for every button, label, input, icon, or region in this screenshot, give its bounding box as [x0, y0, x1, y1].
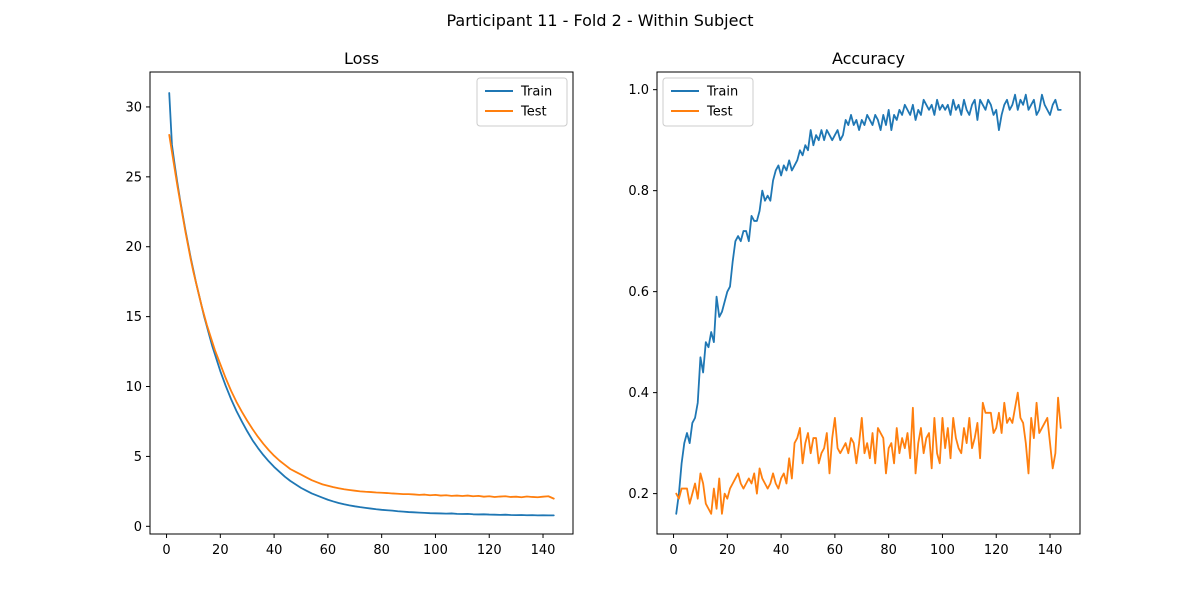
accuracy-series-group: [675, 93, 1062, 515]
loss-legend: Train Test: [476, 77, 568, 127]
accuracy-y-tick-label: 1.0: [628, 83, 649, 98]
loss-y-tick-label: 30: [125, 100, 142, 115]
accuracy-chart-title: Accuracy: [832, 49, 905, 68]
accuracy-x-tick-label: 40: [773, 543, 790, 558]
loss-legend-test-label: Test: [520, 105, 547, 120]
accuracy-x-tick-label: 0: [669, 543, 677, 558]
loss-chart-title: Loss: [344, 49, 379, 68]
accuracy-x-tick-label: 100: [930, 543, 955, 558]
accuracy-x-tick-label: 20: [719, 543, 736, 558]
loss-x-tick-label: 0: [162, 543, 170, 558]
loss-series-group: [168, 92, 555, 517]
accuracy-y-tick-label: 0.8: [628, 184, 649, 199]
loss-y-tick-label: 5: [134, 450, 142, 465]
accuracy-x-tick-label: 140: [1038, 543, 1063, 558]
loss-x-tick-label: 100: [423, 543, 448, 558]
accuracy-x-tick-label: 120: [984, 543, 1009, 558]
accuracy-x-tick-label: 80: [880, 543, 897, 558]
loss-y-tick-label: 20: [125, 240, 142, 255]
loss-y-tick-label: 15: [125, 310, 142, 325]
loss-x-tick-label: 60: [320, 543, 337, 558]
loss-y-tick-label: 25: [125, 170, 142, 185]
accuracy-x-tick-label: 60: [827, 543, 844, 558]
loss-x-tick-label: 120: [477, 543, 502, 558]
loss-x-tick-label: 140: [531, 543, 556, 558]
loss-y-tick-label: 0: [134, 520, 142, 535]
loss-x-tick-label: 40: [266, 543, 283, 558]
loss-y-tick-label: 10: [125, 380, 142, 395]
loss-axes-frame: [149, 71, 574, 535]
accuracy-train-line: [675, 93, 1062, 515]
loss-legend-train-label: Train: [520, 85, 552, 100]
accuracy-y-tick-label: 0.4: [628, 386, 649, 401]
accuracy-legend-train-label: Train: [706, 85, 738, 100]
accuracy-legend-test-label: Test: [706, 105, 733, 120]
accuracy-chart: Accuracy 0 20 40 60 80 100 120 140 0.2 0.4 0.6 0.8 1.…: [628, 49, 1081, 558]
loss-test-line: [168, 134, 555, 500]
accuracy-legend: Train Test: [662, 77, 754, 127]
accuracy-test-line: [675, 391, 1062, 515]
figure-title: Participant 11 - Fold 2 - Within Subject: [446, 11, 753, 30]
loss-x-tick-label: 20: [212, 543, 229, 558]
accuracy-y-tick-label: 0.2: [628, 487, 649, 502]
accuracy-axes-frame: [656, 71, 1081, 535]
accuracy-y-tick-label: 0.6: [628, 285, 649, 300]
loss-x-tick-label: 80: [373, 543, 390, 558]
